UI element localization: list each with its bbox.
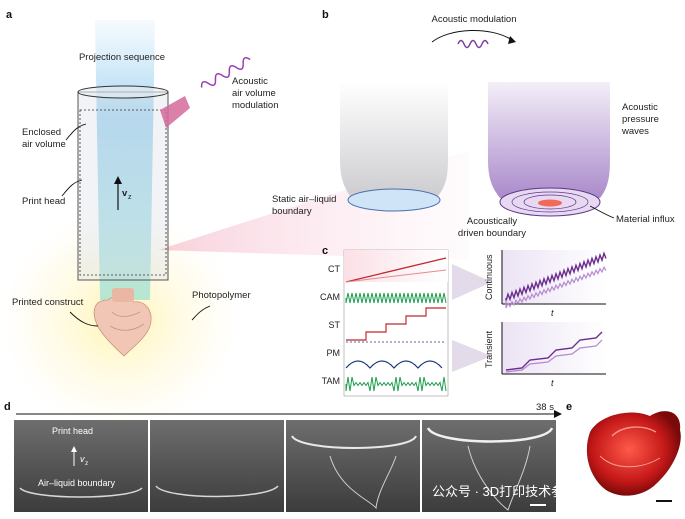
row-label-ct: CT — [328, 264, 340, 274]
cam-signal — [345, 292, 447, 304]
pm-signal — [345, 360, 443, 369]
photopolymer-pointer — [191, 305, 211, 321]
acoustic-mod-line2: air volume — [232, 88, 276, 99]
photo-vz-label: v — [80, 454, 85, 464]
st-signal — [346, 307, 446, 341]
panel-b-letter: b — [322, 9, 329, 21]
enclosed-line2: air volume — [22, 139, 66, 150]
driven-boundary-line1: Acoustically — [467, 216, 517, 227]
transient-label: Transient — [484, 330, 494, 368]
print-head-cylinder — [77, 85, 190, 281]
photo-print-head-label: Print head — [52, 426, 93, 436]
watermark: 公众号 · 3D打印技术参考 — [432, 484, 577, 499]
row-label-cam: CAM — [320, 292, 340, 302]
printed-pointer — [69, 311, 99, 327]
vz-arrow-head — [114, 176, 122, 184]
row-label-tam: TAM — [322, 376, 340, 386]
panel-a-letter: a — [6, 9, 13, 21]
time-axis-head — [554, 410, 562, 418]
acoustic-pressure-line1: Acoustic — [622, 102, 658, 113]
ct-signal-2 — [345, 269, 447, 283]
vz-label: v — [122, 188, 128, 199]
continuous-label: Continuous — [484, 254, 494, 300]
panel-d-letter: d — [4, 401, 11, 413]
static-boundary-line2: boundary — [272, 206, 312, 217]
acoustic-pressure-line2: pressure — [622, 114, 659, 125]
panel-c-letter: c — [322, 245, 328, 257]
time-label: 38 s — [536, 402, 554, 413]
ct-row-bg — [344, 250, 448, 282]
continuous-pointer — [452, 264, 492, 300]
panel-e-letter: e — [566, 401, 572, 413]
continuous-series-dark — [505, 251, 607, 302]
modulation-arc — [431, 30, 513, 43]
photo-boundary-label: Air–liquid boundary — [38, 478, 116, 488]
static-cup — [340, 82, 448, 212]
printed-construct — [93, 288, 152, 357]
transient-graph-bg — [502, 322, 606, 374]
driven-boundary-line2: driven boundary — [458, 228, 526, 239]
material-influx-label: Material influx — [616, 214, 675, 225]
acoustic-modulation-label: Acoustic modulation — [431, 14, 516, 25]
acoustic-mod-line1: Acoustic — [232, 76, 268, 87]
acoustic-pressure-line3: waves — [621, 126, 649, 137]
photopolymer-label: Photopolymer — [192, 290, 251, 301]
continuous-series-light — [505, 265, 607, 309]
acoustic-wave-icon — [200, 57, 251, 88]
transient-series-light — [505, 339, 603, 373]
photo-vz-head — [71, 446, 77, 452]
enclosed-line1: Enclosed — [22, 127, 61, 138]
continuous-graph-bg — [502, 250, 606, 304]
print-head-label: Print head — [22, 196, 65, 207]
vz-sub: z — [128, 194, 132, 201]
acoustic-cup — [488, 82, 610, 217]
projection-sequence-label: Projection sequence — [79, 52, 165, 63]
transient-t: t — [551, 378, 554, 388]
heart-model-photo — [586, 411, 681, 502]
continuous-t: t — [551, 308, 554, 318]
modulation-wave-icon — [457, 39, 489, 49]
influx-pointer — [589, 205, 615, 219]
static-boundary-line1: Static air–liquid — [272, 194, 336, 205]
print-head-pointer — [61, 179, 83, 197]
photo-strip — [14, 420, 556, 512]
transient-pointer — [452, 340, 492, 372]
row-label-pm: PM — [327, 348, 341, 358]
transient-series-dark — [505, 331, 603, 371]
printed-construct-label: Printed construct — [12, 297, 84, 308]
ct-signal — [345, 257, 447, 283]
modulation-arc-head — [508, 36, 516, 44]
acoustic-mod-line3: modulation — [232, 100, 278, 111]
tam-signal — [345, 376, 447, 392]
photo-vz-sub: z — [85, 460, 88, 467]
row-label-st: ST — [328, 320, 340, 330]
enclosed-pointer — [65, 123, 87, 141]
